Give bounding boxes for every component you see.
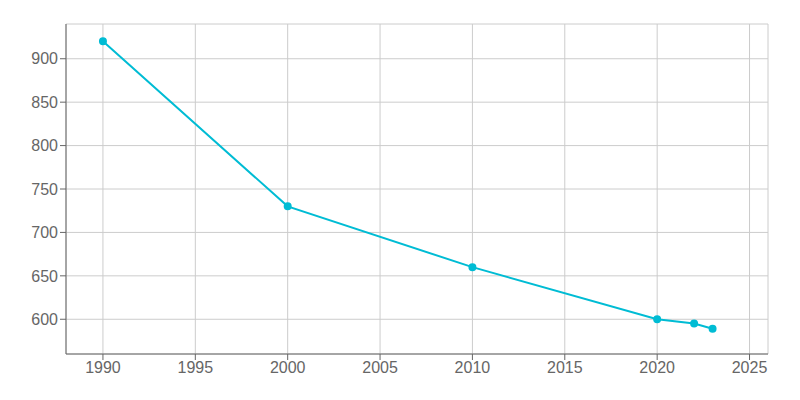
svg-text:900: 900 [31, 50, 58, 67]
svg-text:2005: 2005 [362, 359, 398, 376]
svg-text:650: 650 [31, 268, 58, 285]
svg-text:2025: 2025 [732, 359, 768, 376]
svg-text:850: 850 [31, 94, 58, 111]
svg-text:600: 600 [31, 311, 58, 328]
svg-text:1995: 1995 [178, 359, 214, 376]
svg-text:1990: 1990 [85, 359, 121, 376]
svg-text:2015: 2015 [547, 359, 583, 376]
svg-text:700: 700 [31, 224, 58, 241]
svg-text:2010: 2010 [455, 359, 491, 376]
svg-text:2000: 2000 [270, 359, 306, 376]
svg-text:800: 800 [31, 137, 58, 154]
svg-text:750: 750 [31, 181, 58, 198]
svg-text:2020: 2020 [639, 359, 675, 376]
